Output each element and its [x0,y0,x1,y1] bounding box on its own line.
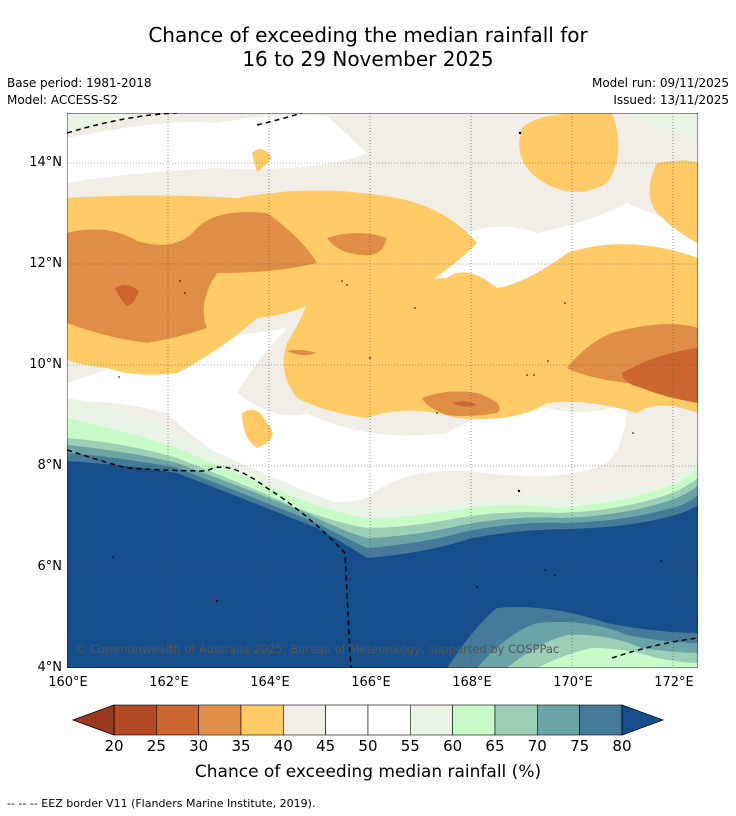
lat-label: 12°N [29,256,62,271]
issued-date: Issued: 13/11/2025 [613,93,729,107]
map-title-line-2: 16 to 29 November 2025 [242,47,494,71]
colorbar-cell [452,704,496,736]
colorbar-cell [410,704,453,736]
lon-label: 170°E [553,675,593,690]
colorbar-tick-label: 35 [231,737,251,755]
colorbar-tick-label: 60 [443,737,463,755]
colorbar-cell [536,704,580,736]
colorbar-tick-label: 65 [485,737,505,755]
lon-label: 164°E [250,675,290,690]
region-35-40-north [519,113,619,192]
colorbar-tick-label: 70 [527,737,547,755]
base-period: Base period: 1981-2018 [7,76,152,90]
colorbar-tick-label: 55 [400,737,420,755]
eez-border [67,113,698,668]
colorbar-cell [283,704,326,736]
lon-label: 172°E [654,675,694,690]
colorbar-cell [156,704,199,736]
colorbar-tick-label: 80 [612,737,632,755]
colorbar-tick-label: 25 [146,737,166,755]
colorbar-tick-label: 40 [273,737,293,755]
colorbar-cell [579,704,623,736]
colorbar-cell [325,704,369,736]
region-30-35-west [67,212,317,343]
model-run: Model run: 09/11/2025 [591,76,729,90]
rainfall-map[interactable]: © Commonwealth of Australia 2025, Bureau… [67,113,698,668]
lon-label: 162°E [149,675,189,690]
map-title-line-1: Chance of exceeding the median rainfall … [148,23,588,47]
copyright-notice: © Commonwealth of Australia 2025, Bureau… [75,642,559,656]
lat-label: 8°N [37,458,63,473]
lat-label: 14°N [29,155,62,170]
colorbar-cell [113,704,157,736]
region-45-55-north [67,115,367,183]
colorbar-cell [367,704,411,736]
colorbar-title: Chance of exceeding median rainfall (%) [194,762,542,782]
lat-label: 4°N [37,660,63,675]
colorbar-tick-label: 30 [189,737,209,755]
colorbar-tick-label: 45 [316,737,336,755]
lat-label: 6°N [37,559,63,574]
model-name: Model: ACCESS-S2 [7,93,119,107]
colorbar [71,704,665,736]
colorbar-tick-label: 20 [104,737,124,755]
lon-label: 168°E [452,675,492,690]
eez-legend: -- -- -- EEZ border V11 (Flanders Marine… [7,797,316,810]
colorbar-underflow-arrow [71,704,115,736]
region-55-60-top-right [627,113,698,138]
colorbar-cell [240,704,284,736]
region-25-30 [115,285,139,306]
graticule [67,113,698,668]
lat-label: 10°N [29,357,62,372]
region-45-55-south [67,328,627,503]
colorbar-cell [494,704,538,736]
lon-label: 166°E [351,675,391,690]
colorbar-overflow-arrow [621,704,665,736]
colorbar-cell [198,704,242,736]
colorbar-tick-label: 50 [358,737,378,755]
islands [112,131,662,603]
lon-label: 160°E [48,675,88,690]
colorbar-tick-label: 75 [570,737,590,755]
